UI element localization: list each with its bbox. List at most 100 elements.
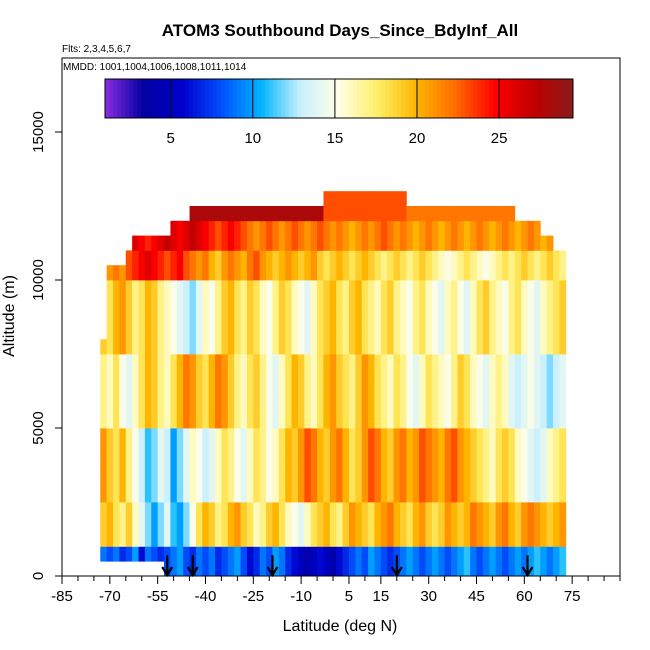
heatmap-cell [125,383,133,399]
heatmap-cell [406,546,414,562]
heatmap-cell [502,354,509,370]
heatmap-cell [138,457,146,473]
heatmap-cell [253,531,261,547]
heatmap-cell [176,442,184,458]
heatmap-cell [297,531,305,547]
heatmap-cells [100,191,567,577]
heatmap-cell [533,398,541,414]
heatmap-cell [329,487,337,503]
heatmap-cell [100,457,108,473]
heatmap-cell [195,280,203,296]
heatmap-cell [431,487,439,503]
heatmap-cell [291,457,299,473]
heatmap-cell [285,235,292,251]
heatmap-cell [514,309,522,325]
heatmap-cell [387,428,395,444]
heatmap-cell [285,516,292,532]
heatmap-cell [157,354,165,370]
colorbar-swatch [461,79,466,118]
heatmap-cell [521,324,528,340]
heatmap-cell [368,398,375,414]
heatmap-cell [508,502,516,518]
heatmap-cell [438,516,446,532]
heatmap-cell [476,516,484,532]
heatmap-cell [431,280,439,296]
heatmap-cell [355,428,363,444]
heatmap-cell [489,324,497,340]
heatmap-cell [297,442,305,458]
heatmap-cell [502,324,509,340]
heatmap-cell [297,309,305,325]
heatmap-cell [119,339,127,355]
heatmap-cell [183,428,190,444]
heatmap-cell [285,250,292,266]
heatmap-cell [463,531,471,547]
heatmap-cell [527,265,535,281]
heatmap-cell [132,442,139,458]
heatmap-cell [380,487,388,503]
heatmap-cell [202,457,210,473]
heatmap-cell [495,250,503,266]
heatmap-cell [476,368,484,384]
heatmap-cell [387,487,395,503]
heatmap-cell [482,442,490,458]
colorbar-tick-labels: 5 10 15 20 25 [167,130,508,147]
heatmap-cell [144,546,152,562]
heatmap-cell [221,280,229,296]
heatmap-cell [489,487,497,503]
heatmap-cell [463,309,471,325]
heatmap-cell [119,265,127,281]
heatmap-cell [482,280,490,296]
heatmap-cell [138,309,146,325]
x-tick-label: -55 [147,588,169,605]
heatmap-cell [266,413,273,429]
heatmap-cell [451,487,458,503]
heatmap-cell [361,280,369,296]
heatmap-cell [419,339,426,355]
heatmap-cell [183,442,190,458]
heatmap-cell [304,457,312,473]
heatmap-cell [202,413,210,429]
heatmap-cell [266,502,273,518]
heatmap-cell [278,472,286,488]
heatmap-cell [304,546,312,562]
heatmap-cell [317,398,324,414]
heatmap-cell [342,309,350,325]
heatmap-cell [489,339,497,355]
heatmap-cell [476,294,484,310]
heatmap-cell [291,546,299,562]
heatmap-cell [183,309,190,325]
heatmap-cell [489,250,497,266]
heatmap-cell [221,250,229,266]
heatmap-cell [297,265,305,281]
heatmap-cell [119,516,127,532]
heatmap-cell [266,531,273,547]
heatmap-cell [361,398,369,414]
heatmap-cell [559,442,567,458]
heatmap-cell [393,265,401,281]
heatmap-cell [246,250,254,266]
colorbar-swatch [213,79,218,118]
heatmap-cell [183,220,190,236]
heatmap-cell [329,398,337,414]
heatmap-cell [227,546,235,562]
heatmap-cell [540,516,548,532]
heatmap-cell [297,206,305,222]
heatmap-cell [514,442,522,458]
heatmap-cell [291,442,299,458]
heatmap-cell [406,339,414,355]
heatmap-cell [106,546,114,562]
heatmap-cell [451,368,458,384]
colorbar-frame [104,78,574,119]
heatmap-cell [406,398,414,414]
heatmap-cell [457,442,465,458]
heatmap-cell [380,442,388,458]
heatmap-cell [246,265,254,281]
heatmap-cell [100,413,108,429]
heatmap-cell [323,561,331,577]
heatmap-cell [266,265,273,281]
heatmap-cell [176,324,184,340]
heatmap-cell [431,235,439,251]
heatmap-cell [495,354,503,370]
heatmap-cell [374,442,382,458]
